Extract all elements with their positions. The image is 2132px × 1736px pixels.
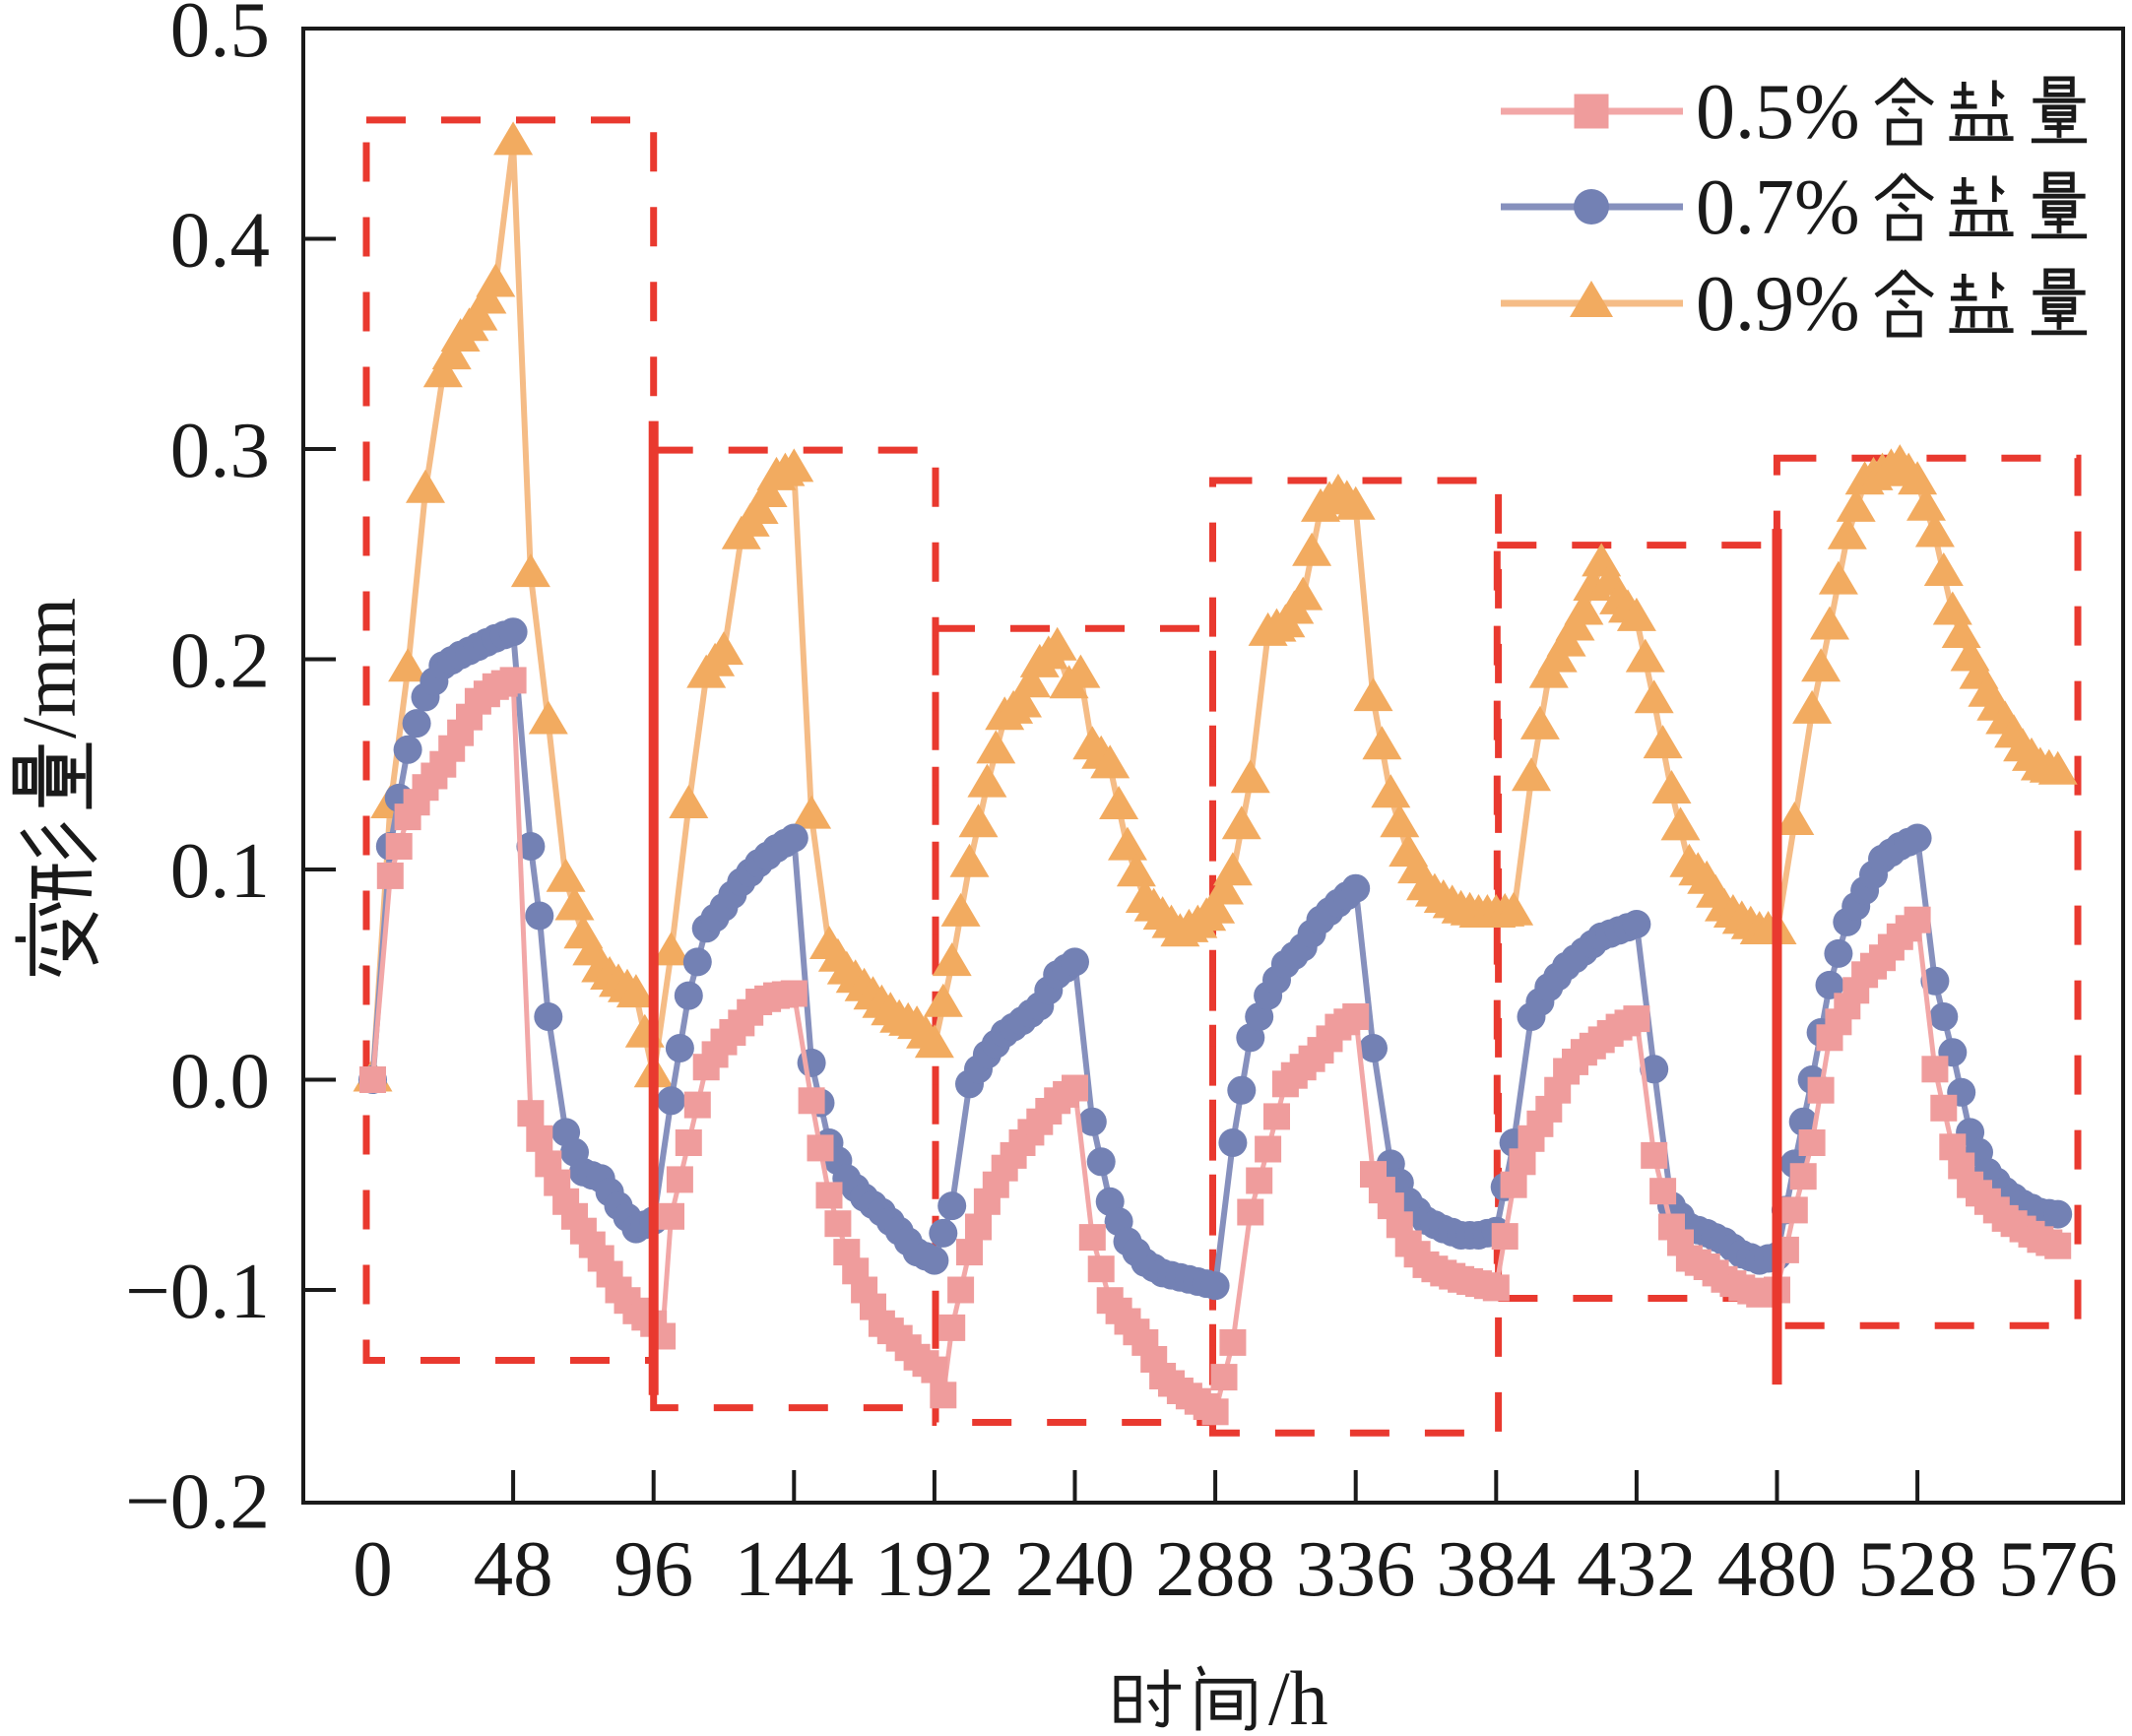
svg-text:48: 48 bbox=[474, 1524, 553, 1613]
svg-text:384: 384 bbox=[1437, 1524, 1557, 1613]
svg-text:0.9%: 0.9% bbox=[1696, 261, 1860, 348]
svg-text:480: 480 bbox=[1717, 1524, 1838, 1613]
svg-text:−0.2: −0.2 bbox=[125, 1457, 270, 1546]
svg-text:96: 96 bbox=[614, 1524, 693, 1613]
svg-text:0.3: 0.3 bbox=[170, 406, 270, 494]
svg-text:432: 432 bbox=[1577, 1524, 1697, 1613]
svg-text:144: 144 bbox=[735, 1524, 855, 1613]
svg-text:/h: /h bbox=[1268, 1655, 1328, 1731]
svg-text:0.5%: 0.5% bbox=[1696, 69, 1860, 156]
svg-text:528: 528 bbox=[1857, 1524, 1977, 1613]
svg-text:0: 0 bbox=[353, 1524, 393, 1613]
svg-text:240: 240 bbox=[1015, 1524, 1135, 1613]
svg-text:0.5: 0.5 bbox=[170, 0, 270, 74]
svg-text:−0.1: −0.1 bbox=[125, 1247, 270, 1335]
svg-text:0.1: 0.1 bbox=[170, 826, 270, 915]
svg-text:288: 288 bbox=[1155, 1524, 1275, 1613]
svg-text:0.4: 0.4 bbox=[170, 196, 270, 285]
svg-text:336: 336 bbox=[1296, 1524, 1416, 1613]
svg-text:576: 576 bbox=[1998, 1524, 2118, 1613]
svg-text:0.7%: 0.7% bbox=[1696, 164, 1860, 251]
svg-text:0.2: 0.2 bbox=[170, 616, 270, 705]
svg-text:192: 192 bbox=[874, 1524, 995, 1613]
svg-text:/mm: /mm bbox=[6, 598, 92, 739]
svg-text:0.0: 0.0 bbox=[170, 1037, 270, 1125]
